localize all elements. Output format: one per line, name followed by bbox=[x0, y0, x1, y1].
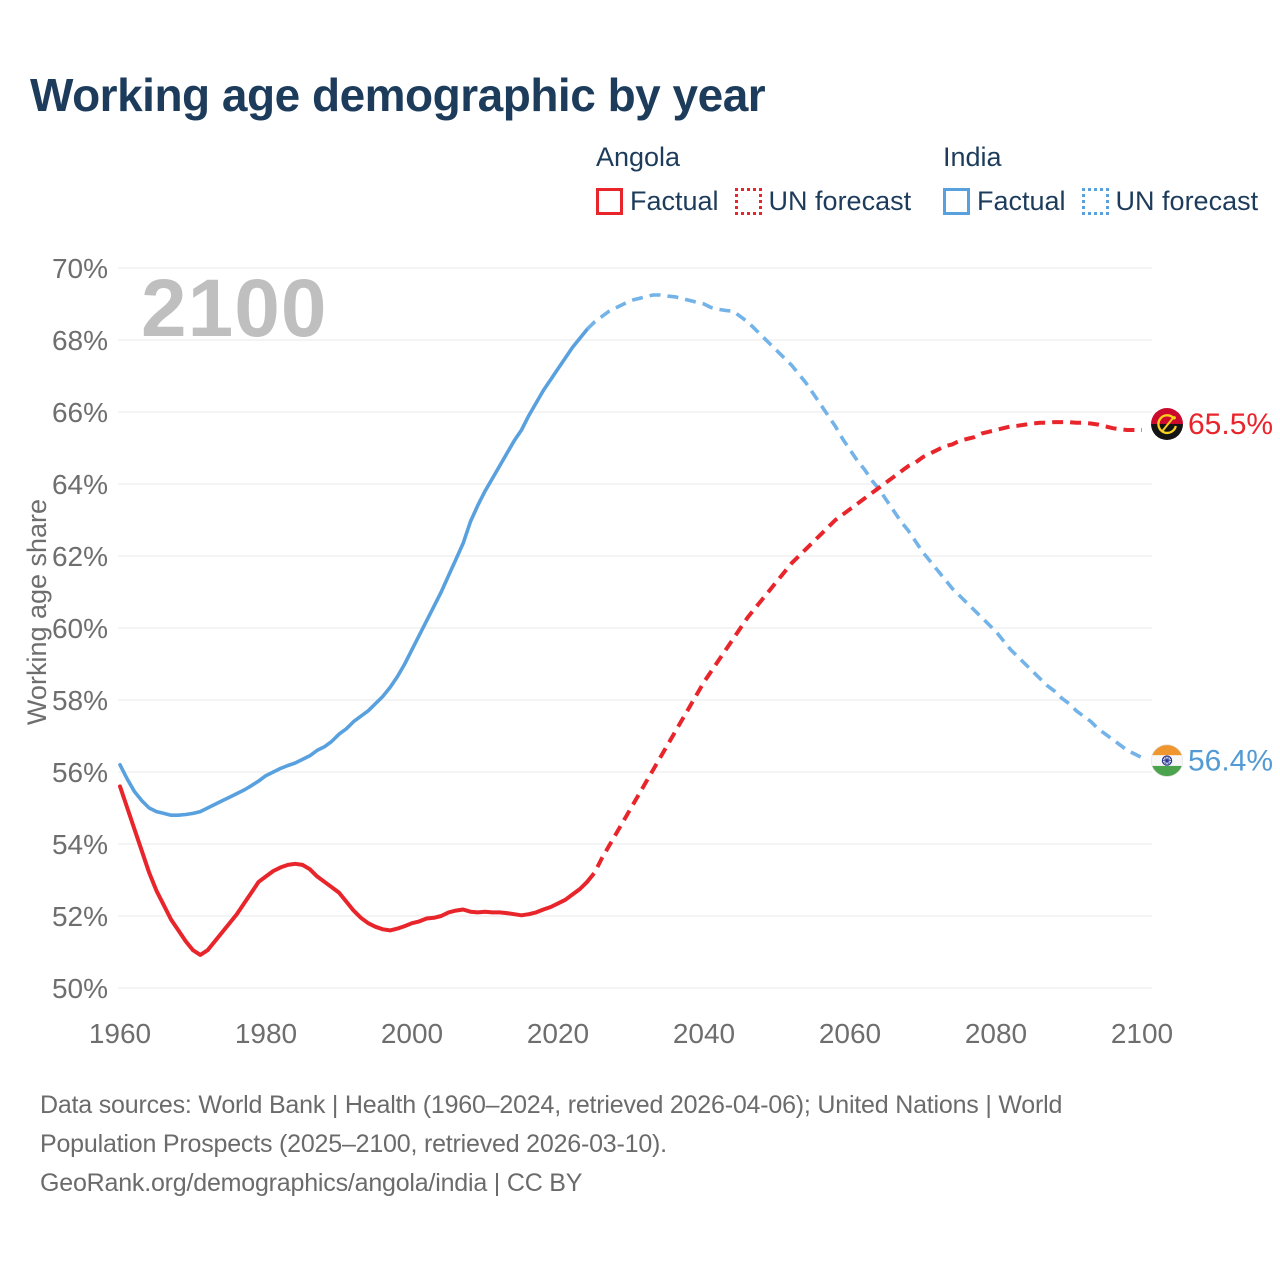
y-tick-label: 56% bbox=[52, 757, 108, 788]
y-tick-label: 54% bbox=[52, 829, 108, 860]
angola-flag-icon bbox=[1151, 408, 1183, 440]
angola-factual-swatch-icon[interactable] bbox=[596, 188, 623, 215]
data-sources: Data sources: World Bank | Health (1960–… bbox=[40, 1086, 1062, 1203]
page-title: Working age demographic by year bbox=[30, 69, 766, 121]
data-sources-line-2: Population Prospects (2025–2100, retriev… bbox=[40, 1130, 667, 1158]
india-factual-label[interactable]: Factual bbox=[977, 186, 1066, 216]
india-forecast-label[interactable]: UN forecast bbox=[1115, 186, 1259, 216]
angola-forecast-label[interactable]: UN forecast bbox=[768, 186, 912, 216]
india-forecast-swatch-icon[interactable] bbox=[1081, 188, 1109, 215]
legend-group-angola: Angola Factual UN forecast bbox=[596, 142, 927, 217]
y-axis-title: Working age share bbox=[22, 499, 52, 725]
angola-factual-line bbox=[118, 784, 590, 957]
y-tick-label: 50% bbox=[52, 973, 108, 1004]
legend-group-india: India Factual UN forecast bbox=[943, 142, 1274, 217]
angola-end-value-label: 65.5% bbox=[1188, 408, 1273, 441]
x-tick-label: 1980 bbox=[235, 1018, 297, 1049]
y-tick-label: 52% bbox=[52, 901, 108, 932]
legend: Angola Factual UN forecast India Factual… bbox=[0, 142, 1280, 232]
legend-country-india: India bbox=[943, 142, 1002, 172]
y-tick-label: 62% bbox=[52, 541, 108, 572]
india-flag-icon bbox=[1151, 744, 1183, 777]
legend-country-angola: Angola bbox=[596, 142, 681, 172]
angola-forecast-line bbox=[585, 420, 1142, 884]
y-tick-label: 58% bbox=[52, 685, 108, 716]
x-tick-label: 2100 bbox=[1111, 1018, 1173, 1049]
angola-factual-label[interactable]: Factual bbox=[630, 186, 719, 216]
x-tick-label: 2020 bbox=[527, 1018, 589, 1049]
india-forecast-line bbox=[585, 293, 1143, 760]
angola-forecast-swatch-icon[interactable] bbox=[734, 188, 762, 215]
data-sources-line-1: Data sources: World Bank | Health (1960–… bbox=[40, 1091, 1063, 1119]
watermark-year: 2100 bbox=[141, 263, 328, 354]
y-tick-label: 66% bbox=[52, 397, 108, 428]
x-tick-label: 2080 bbox=[965, 1018, 1027, 1049]
y-tick-label: 64% bbox=[52, 469, 108, 500]
y-tick-label: 68% bbox=[52, 325, 108, 356]
india-factual-line bbox=[118, 327, 590, 818]
y-tick-label: 60% bbox=[52, 613, 108, 644]
data-sources-line-3: GeoRank.org/demographics/angola/india | … bbox=[40, 1169, 583, 1197]
x-tick-label: 2000 bbox=[381, 1018, 443, 1049]
y-tick-label: 70% bbox=[52, 253, 108, 284]
x-tick-label: 2060 bbox=[819, 1018, 881, 1049]
india-end-value-label: 56.4% bbox=[1188, 745, 1273, 778]
india-factual-swatch-icon[interactable] bbox=[943, 188, 970, 215]
x-tick-label: 1960 bbox=[89, 1018, 151, 1049]
x-tick-label: 2040 bbox=[673, 1018, 735, 1049]
